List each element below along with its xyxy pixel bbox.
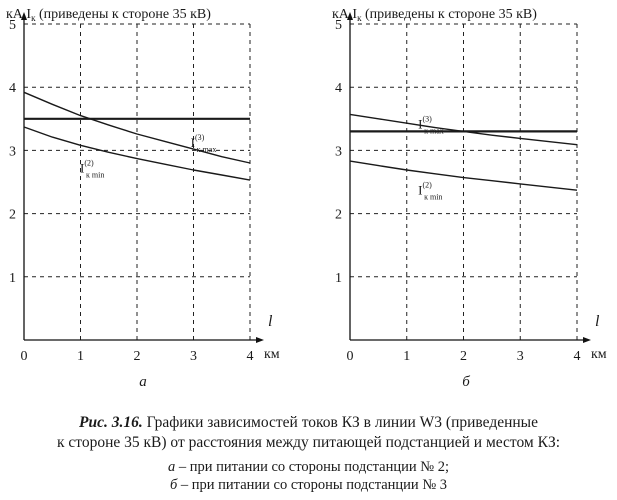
y-tick-label: 4 (335, 81, 342, 96)
y-tick-label: 4 (9, 81, 16, 96)
y-tick-label: 5 (335, 18, 342, 33)
y-tick-label: 2 (9, 208, 16, 223)
x-axis-arrow (583, 337, 591, 343)
y-tick-label: 3 (335, 144, 342, 159)
y-tick-label: 5 (9, 18, 16, 33)
y-tick-label: 1 (9, 271, 16, 286)
figure-caption-line4: б – при питании со стороны подстанции № … (0, 476, 617, 494)
x-tick-label: 3 (190, 349, 197, 364)
y-tick-label: 1 (335, 271, 342, 286)
x-tick-label: 0 (21, 349, 28, 364)
panel-label: б (462, 374, 470, 390)
panel-label: а (139, 374, 147, 390)
x-tick-label: 1 (77, 349, 84, 364)
figure-caption-title: Графики зависимостей токов КЗ в линии W3… (142, 414, 538, 431)
caption-panel-description-a: – при питании со стороны подстанции № 2; (175, 459, 450, 475)
chart-panel-b: 1 2 3 4 5 0 1 2 3 4 кА Iк (приведены к стороне 35 … (332, 7, 607, 390)
x-tick-label: 4 (574, 349, 581, 364)
x-axis-unit: км (264, 347, 280, 362)
y-axis-title: кА Iк (приведены к стороне 35 кВ) (332, 7, 537, 23)
label-ik-max: I(3) к max (418, 114, 444, 135)
x-tick-label: 3 (517, 349, 524, 364)
chart-panel-a: 1 2 3 4 5 0 1 2 3 4 кА Iк (приведены к стороне 35 … (6, 7, 280, 390)
figure-caption-line3: а – при питании со стороны подстанции № … (0, 458, 617, 476)
caption-panel-letter-b: б (169, 477, 178, 493)
y-tick-label: 3 (9, 144, 16, 159)
series-ik-max (349, 113, 578, 146)
caption-panel-letter-a: а (167, 459, 176, 475)
y-axis-arrow (347, 12, 353, 20)
label-ik-min: I(2) к min (80, 159, 104, 180)
y-axis-arrow (21, 12, 27, 20)
figure-caption-line1: Рис. 3.16. Графики зависимостей токов КЗ… (0, 413, 617, 433)
y-tick-label: 2 (335, 208, 342, 223)
x-tick-label: 1 (403, 349, 410, 364)
x-tick-label: 2 (134, 349, 141, 364)
x-axis-unit: км (591, 347, 607, 362)
figure-number: Рис. 3.16. (79, 414, 143, 431)
series-ik-max (23, 91, 251, 164)
label-ik-min: I(2) к min (418, 181, 442, 202)
x-axis-symbol: l (268, 313, 273, 330)
label-ik-max: I(3) к max (191, 133, 217, 154)
x-tick-label: 0 (347, 349, 354, 364)
series-ik-min (349, 160, 578, 191)
series-ik-min (23, 126, 251, 181)
figure-caption-line2: к стороне 35 кВ) от расстояния между пит… (56, 434, 561, 451)
x-tick-label: 4 (247, 349, 254, 364)
x-axis-arrow (256, 337, 264, 343)
x-tick-label: 2 (460, 349, 467, 364)
y-axis-title: кА Iк (приведены к стороне 35 кВ) (6, 7, 211, 23)
x-axis-symbol: l (595, 313, 600, 330)
caption-panel-description-b: – при питании со стороны подстанции № 3 (177, 477, 448, 493)
